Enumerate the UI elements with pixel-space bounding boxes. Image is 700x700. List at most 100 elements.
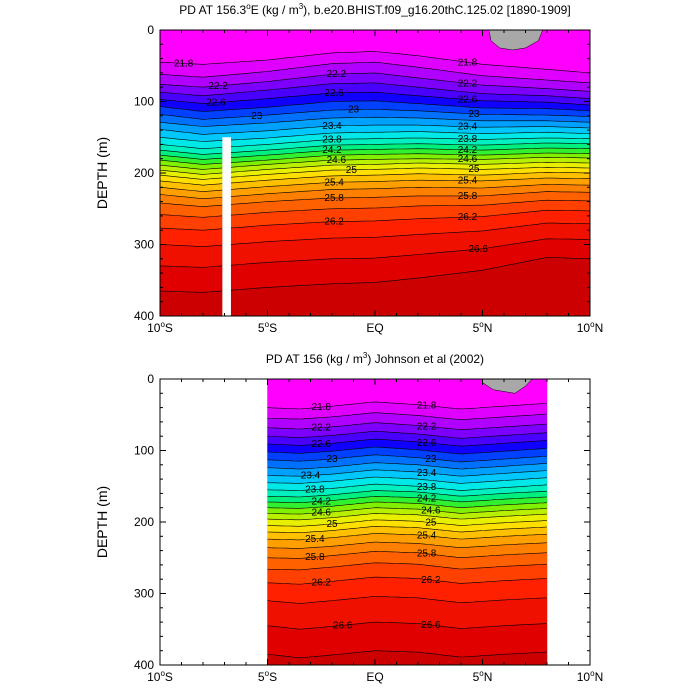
contour-line	[267, 576, 548, 585]
contour-line	[267, 621, 548, 630]
contour-label: 22.2	[327, 69, 347, 80]
contour-line	[160, 177, 590, 192]
x-tick-label: 5oN	[473, 669, 493, 684]
contour-label: 25	[326, 519, 338, 530]
contour-line	[160, 124, 590, 135]
contour-label: 26.2	[458, 212, 478, 223]
contour-label: 26.2	[312, 577, 332, 588]
contour-label: 23	[251, 111, 263, 122]
y-tick-label: 200	[134, 515, 154, 529]
contour-line	[267, 438, 548, 447]
missing-data-column	[222, 137, 231, 316]
x-tick-label: 5oS	[258, 320, 277, 335]
x-tick-label: 5oN	[473, 320, 493, 335]
contour-line	[267, 501, 548, 509]
contour-line	[160, 171, 590, 186]
contour-label: 23	[468, 109, 480, 120]
contour-label: 24.2	[458, 145, 478, 156]
contour-line	[160, 191, 590, 207]
contour-line	[160, 238, 590, 268]
contour-line	[267, 462, 548, 470]
contour-line	[267, 430, 548, 439]
contour-line	[267, 562, 548, 571]
contour-line	[267, 596, 548, 604]
plot-area: 21.822.222.62322.222.62323.423.824.224.6…	[160, 30, 590, 316]
contour-line	[160, 82, 590, 99]
contour-label: 24.6	[312, 508, 332, 519]
y-tick-label: 300	[134, 587, 154, 601]
contour-label: 24.6	[458, 154, 478, 165]
contour-label: 24.2	[312, 496, 332, 507]
contour-line	[267, 513, 548, 521]
contour-line	[267, 454, 548, 463]
contour-label: 23.8	[305, 485, 325, 496]
contour-line	[267, 550, 548, 559]
y-tick-label: 0	[147, 23, 154, 37]
y-tick-label: 100	[134, 444, 154, 458]
contour-line	[160, 61, 590, 84]
y-axis-label: DEPTH (m)	[94, 486, 110, 558]
contour-label: 21.8	[312, 402, 332, 413]
contour-label: 25.4	[324, 177, 344, 188]
contour-label: 22.2	[458, 78, 478, 89]
contour-line	[160, 147, 590, 160]
contour-line	[160, 222, 590, 247]
contour-line	[267, 533, 548, 541]
contour-label: 22.6	[417, 438, 437, 449]
contour-line	[160, 257, 590, 293]
contour-label: 25.4	[305, 534, 325, 545]
contour-line	[267, 476, 548, 484]
contour-label: 22.6	[206, 98, 226, 109]
x-tick-label: 10oN	[577, 669, 603, 684]
contour-line	[160, 91, 590, 106]
contour-label: 21.8	[174, 58, 194, 69]
contour-label: 25.8	[458, 191, 478, 202]
y-axis-label: DEPTH (m)	[94, 137, 110, 209]
contour-line	[267, 422, 548, 430]
contour-line	[267, 412, 548, 420]
x-tick-label: 10oS	[147, 320, 173, 335]
chart-title: PD AT 156 (kg / m3) Johnson et al (2002)	[266, 351, 484, 366]
contour-line	[160, 116, 590, 127]
contour-label: 22.2	[208, 81, 228, 92]
contour-label: 26.6	[333, 620, 353, 631]
contour-label: 23	[425, 454, 437, 465]
contour-label: 21.8	[458, 57, 478, 68]
contour-line	[160, 161, 590, 175]
contour-line	[267, 650, 548, 659]
contour-label: 25.4	[417, 531, 437, 542]
contour-label: 23.8	[458, 134, 478, 145]
contour-label: 22.6	[312, 439, 332, 450]
contour-line	[160, 142, 590, 155]
contour-label: 23.4	[301, 471, 321, 482]
contour-line	[267, 525, 548, 534]
contour-line	[160, 152, 590, 165]
contour-label: 23.4	[322, 121, 342, 132]
contour-label: 26.6	[468, 244, 488, 255]
y-tick-label: 200	[134, 166, 154, 180]
contour-label: 25	[425, 518, 437, 529]
contour-label: 24.6	[327, 155, 347, 166]
y-tick-label: 100	[134, 95, 154, 109]
contour-label: 26.2	[421, 575, 441, 586]
x-tick-label: EQ	[366, 321, 383, 335]
contour-line	[267, 541, 548, 549]
contour-line	[160, 100, 590, 112]
model-density-panel: 21.822.222.62322.222.62323.423.824.224.6…	[94, 2, 603, 335]
y-tick-label: 0	[147, 372, 154, 386]
contour-line	[160, 156, 590, 170]
y-tick-label: 300	[134, 238, 154, 252]
contour-line	[160, 209, 590, 231]
contour-label: 22.6	[458, 95, 478, 106]
x-tick-label: 10oN	[577, 320, 603, 335]
contour-line	[160, 199, 590, 218]
chart-title: PD AT 156.3oE (kg / m3), b.e20.BHIST.f09…	[179, 2, 570, 17]
contour-line	[160, 109, 590, 120]
contour-label: 24.6	[421, 505, 441, 516]
contour-label: 22.6	[324, 88, 344, 99]
contour-label: 26.2	[324, 217, 344, 228]
contour-line	[267, 469, 548, 477]
contour-line	[267, 507, 548, 515]
contour-label: 25	[468, 164, 480, 175]
